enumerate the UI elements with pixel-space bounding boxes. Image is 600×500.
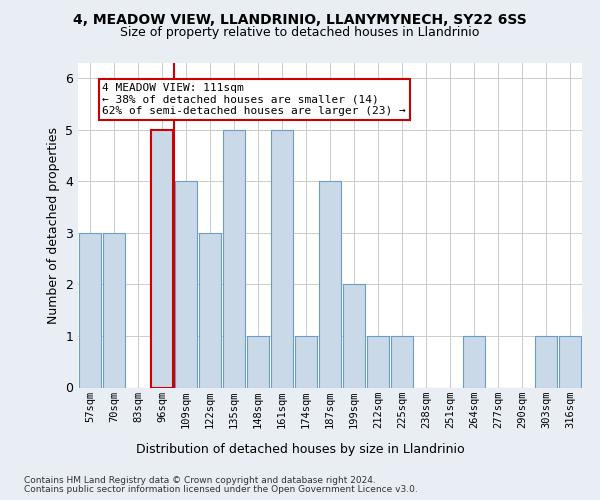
Bar [319,181,341,388]
Bar [199,232,221,388]
Bar [151,130,173,388]
Text: 4, MEADOW VIEW, LLANDRINIO, LLANYMYNECH, SY22 6SS: 4, MEADOW VIEW, LLANDRINIO, LLANYMYNECH,… [73,12,527,26]
Y-axis label: Number of detached properties: Number of detached properties [47,126,59,324]
Bar [271,130,293,388]
Text: Contains HM Land Registry data © Crown copyright and database right 2024.: Contains HM Land Registry data © Crown c… [24,476,376,485]
Bar [343,284,365,388]
Bar [223,130,245,388]
Text: Size of property relative to detached houses in Llandrinio: Size of property relative to detached ho… [121,26,479,39]
Text: 4 MEADOW VIEW: 111sqm
← 38% of detached houses are smaller (14)
62% of semi-deta: 4 MEADOW VIEW: 111sqm ← 38% of detached … [103,83,406,116]
Text: Distribution of detached houses by size in Llandrinio: Distribution of detached houses by size … [136,442,464,456]
Bar [175,181,197,388]
Bar [367,336,389,388]
Bar [247,336,269,388]
Bar [79,232,101,388]
Bar [295,336,317,388]
Bar [559,336,581,388]
Bar [535,336,557,388]
Text: Contains public sector information licensed under the Open Government Licence v3: Contains public sector information licen… [24,485,418,494]
Bar [463,336,485,388]
Bar [391,336,413,388]
Bar [103,232,125,388]
